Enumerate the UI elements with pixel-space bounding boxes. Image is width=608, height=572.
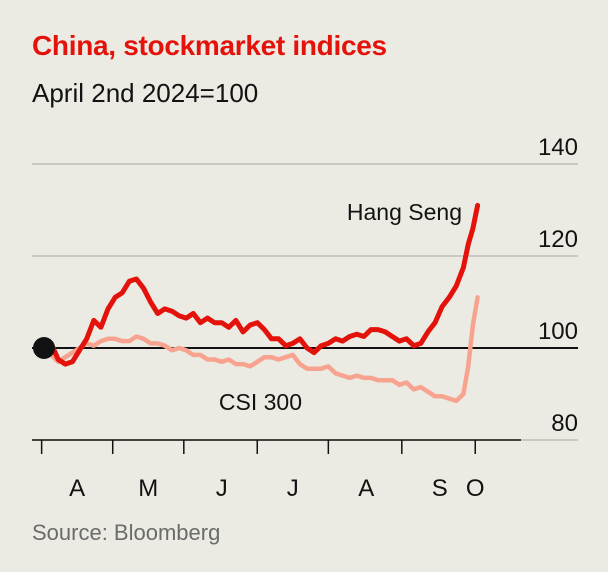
y-tick-label-140: 140 — [538, 134, 578, 161]
y-tick-label-100: 100 — [538, 318, 578, 345]
chart-title: China, stockmarket indices — [32, 30, 387, 61]
x-tick-label-3: J — [287, 475, 299, 502]
y-axis-labels: 80 100 120 140 — [538, 134, 578, 437]
x-tick-label-6: O — [466, 475, 485, 502]
x-tick-label-1: M — [138, 475, 158, 502]
series-label-hang-seng: Hang Seng — [347, 199, 462, 225]
series-lines — [33, 202, 481, 404]
y-tick-label-120: 120 — [538, 226, 578, 253]
x-tick-label-0: A — [69, 475, 85, 502]
series-labels: Hang Seng CSI 300 — [219, 199, 462, 415]
start-point-marker — [33, 337, 55, 359]
series-line-hang-seng — [41, 202, 481, 367]
chart-subtitle: April 2nd 2024=100 — [32, 78, 259, 108]
x-tick-label-4: A — [358, 475, 374, 502]
source-note: Source: Bloomberg — [32, 520, 221, 545]
x-tick-label-5: S — [432, 475, 448, 502]
series-line-csi-300 — [41, 295, 480, 404]
x-tick-label-2: J — [216, 475, 228, 502]
y-tick-label-80: 80 — [551, 410, 578, 437]
series-label-csi-300: CSI 300 — [219, 389, 302, 415]
